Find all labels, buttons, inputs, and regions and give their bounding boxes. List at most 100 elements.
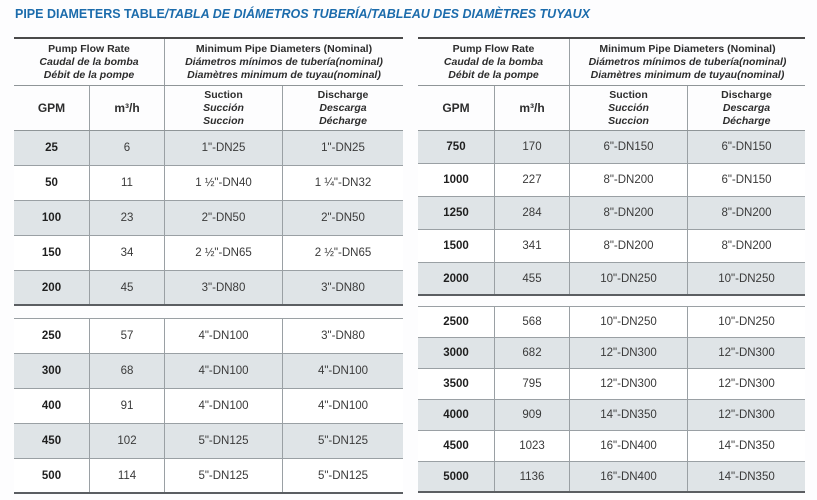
column-header-suction: Suction Succión Succion xyxy=(165,86,283,130)
table-row: 750 170 6"-DN150 6"-DN150 xyxy=(418,131,805,164)
header-line: Suction xyxy=(204,89,243,101)
page-title-main: PIPE DIAMETERS TABLE xyxy=(15,7,165,21)
m3h-value: 455 xyxy=(495,263,570,294)
suction-value: 3"-DN80 xyxy=(165,271,283,304)
m3h-value: 102 xyxy=(90,424,165,458)
header-min-pipe-diameters: Minimum Pipe Diameters (Nominal) Diámetr… xyxy=(570,39,805,85)
table-row: 100 23 2"-DN50 2"-DN50 xyxy=(14,201,403,236)
gpm-value: 200 xyxy=(14,271,90,304)
suction-value: 2"-DN50 xyxy=(165,201,283,235)
pipe-diameters-table-low-flow: Pump Flow Rate Caudal de la bomba Débit … xyxy=(14,37,403,494)
header-line: Débit de la pompe xyxy=(448,68,539,81)
header-line: Débit de la pompe xyxy=(43,68,135,81)
column-header-gpm: GPM xyxy=(14,86,90,130)
discharge-value: 14"-DN350 xyxy=(718,440,775,452)
gpm-value: 3500 xyxy=(418,369,495,399)
table-section-1: 25 6 1"-DN25 1"-DN25 50 11 1 ½"-DN40 1 ¼"-DN32 1… xyxy=(14,131,403,306)
header-pump-flow-rate: Pump Flow Rate Caudal de la bomba Débit … xyxy=(14,39,165,85)
gpm-value: 750 xyxy=(418,131,495,163)
header-line: Décharge xyxy=(722,114,771,127)
discharge-value: 4"-DN100 xyxy=(317,400,369,412)
header-line: Descarga xyxy=(319,102,367,114)
table-row: 450 102 5"-DN125 5"-DN125 xyxy=(14,424,403,459)
gpm-value: 450 xyxy=(14,424,90,458)
table-row: 150 34 2 ½"-DN65 2 ½"-DN65 xyxy=(14,236,403,271)
table-header-sub: GPM m³/h Suction Succión Succion Dischar… xyxy=(418,86,805,131)
gpm-value: 250 xyxy=(14,319,90,353)
m3h-value: 6 xyxy=(90,131,165,165)
table-row: 5000 1136 16"-DN400 14"-DN350 xyxy=(418,462,805,493)
table-row: 25 6 1"-DN25 1"-DN25 xyxy=(14,131,403,166)
header-line: Minimum Pipe Diameters (Nominal) xyxy=(195,43,373,55)
header-line: Caudal de la bomba xyxy=(443,56,544,68)
m3h-value: 11 xyxy=(90,166,165,200)
discharge-value: 3"-DN80 xyxy=(321,330,365,342)
table-row: 250 57 4"-DN100 3"-DN80 xyxy=(14,319,403,354)
column-header-gpm: GPM xyxy=(418,86,495,130)
discharge-value: 1"-DN25 xyxy=(321,142,365,154)
discharge-value: 5"-DN125 xyxy=(317,469,369,482)
header-line: Succión xyxy=(608,102,649,114)
m3h-value: 909 xyxy=(495,400,570,430)
header-line: Minimum Pipe Diameters (Nominal) xyxy=(599,43,776,55)
suction-value: 12"-DN300 xyxy=(570,369,688,399)
gpm-value: 25 xyxy=(14,131,90,165)
discharge-value: 6"-DN150 xyxy=(721,174,772,186)
header-line: Discharge xyxy=(721,89,772,101)
table-section-2: 2500 568 10"-DN250 10"-DN250 3000 682 12"-DN30… xyxy=(418,306,805,493)
column-header-m3h: m³/h xyxy=(495,86,570,130)
suction-value: 14"-DN350 xyxy=(570,400,688,430)
table-row: 4500 1023 16"-DN400 14"-DN350 xyxy=(418,431,805,462)
m3h-value: 34 xyxy=(90,236,165,270)
suction-value: 1 ½"-DN40 xyxy=(165,166,283,200)
m3h-value: 57 xyxy=(90,319,165,353)
gpm-value: 300 xyxy=(14,354,90,388)
m3h-value: 114 xyxy=(90,459,165,492)
suction-value: 8"-DN200 xyxy=(570,197,688,229)
header-min-pipe-diameters: Minimum Pipe Diameters (Nominal) Diámetr… xyxy=(165,39,403,85)
table-header-sub: GPM m³/h Suction Succión Succion Dischar… xyxy=(14,86,403,131)
discharge-value: 10"-DN250 xyxy=(718,316,775,328)
header-line: Succion xyxy=(608,114,649,127)
gpm-value: 150 xyxy=(14,236,90,270)
table-row: 500 114 5"-DN125 5"-DN125 xyxy=(14,459,403,494)
column-header-m3h: m³/h xyxy=(90,86,165,130)
pipe-diameters-table-high-flow: Pump Flow Rate Caudal de la bomba Débit … xyxy=(418,37,805,493)
table-section-1: 750 170 6"-DN150 6"-DN150 1000 227 8"-DN200 6"-… xyxy=(418,131,805,296)
header-line: Diámetros mínimos de tubería(nominal) xyxy=(588,56,787,68)
header-line: Caudal de la bomba xyxy=(39,56,139,68)
gpm-value: 100 xyxy=(14,201,90,235)
gpm-value: 500 xyxy=(14,459,90,492)
gpm-value: 5000 xyxy=(418,462,495,491)
discharge-value: 4"-DN100 xyxy=(317,365,369,377)
discharge-value: 12"-DN300 xyxy=(718,409,775,421)
m3h-value: 45 xyxy=(90,271,165,304)
header-line: Diamètres minimum de tuyau(nominal) xyxy=(590,68,785,81)
page-title: PIPE DIAMETERS TABLE/TABLA DE DIÁMETROS … xyxy=(15,7,590,21)
m3h-value: 1023 xyxy=(495,431,570,461)
gpm-value: 400 xyxy=(14,389,90,423)
gpm-value: 4000 xyxy=(418,400,495,430)
suction-value: 4"-DN100 xyxy=(165,389,283,423)
suction-value: 6"-DN150 xyxy=(570,131,688,163)
header-line: Descarga xyxy=(722,102,771,114)
discharge-value: 5"-DN125 xyxy=(317,435,369,447)
suction-value: 2 ½"-DN65 xyxy=(165,236,283,270)
discharge-value: 8"-DN200 xyxy=(721,240,772,252)
suction-value: 16"-DN400 xyxy=(570,431,688,461)
gpm-value: 2500 xyxy=(418,307,495,337)
header-line: Succion xyxy=(203,114,244,127)
m3h-value: 23 xyxy=(90,201,165,235)
m3h-value: 170 xyxy=(495,131,570,163)
m3h-value: 91 xyxy=(90,389,165,423)
m3h-value: 795 xyxy=(495,369,570,399)
table-row: 3500 795 12"-DN300 12"-DN300 xyxy=(418,369,805,400)
gpm-value: 2000 xyxy=(418,263,495,294)
table-row: 200 45 3"-DN80 3"-DN80 xyxy=(14,271,403,306)
discharge-value: 12"-DN300 xyxy=(718,347,775,359)
gpm-value: 50 xyxy=(14,166,90,200)
table-header-main: Pump Flow Rate Caudal de la bomba Débit … xyxy=(418,39,805,86)
table-row: 50 11 1 ½"-DN40 1 ¼"-DN32 xyxy=(14,166,403,201)
suction-value: 10"-DN250 xyxy=(570,263,688,294)
